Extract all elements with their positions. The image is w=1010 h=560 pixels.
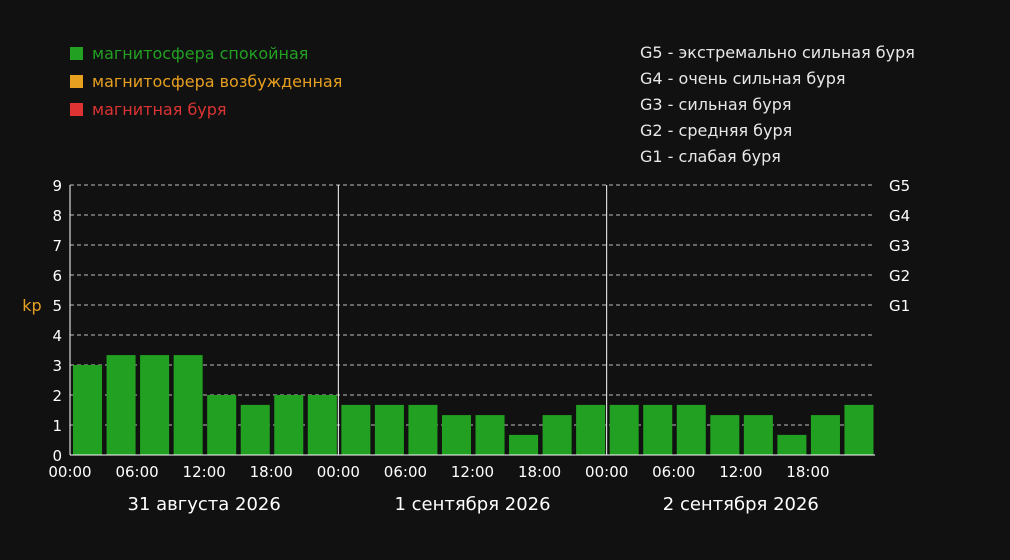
g-scale-g5: G5 - экстремально сильная буря — [640, 43, 915, 62]
kp-bar — [643, 404, 673, 455]
x-tick-label: 00:00 — [317, 463, 360, 481]
g-scale-g4: G4 - очень сильная буря — [640, 69, 846, 88]
kp-bar — [475, 415, 505, 455]
y-tick-label: 3 — [52, 357, 62, 375]
x-tick-label: 18:00 — [786, 463, 829, 481]
kp-bar — [676, 404, 706, 455]
legend-swatch-storm — [70, 103, 83, 116]
kp-bar — [777, 434, 807, 455]
legend-label-storm: магнитная буря — [92, 100, 227, 119]
g-scale-g1: G1 - слабая буря — [640, 147, 781, 166]
x-tick-label: 12:00 — [451, 463, 494, 481]
kp-bar — [710, 415, 740, 455]
x-tick-label: 06:00 — [115, 463, 158, 481]
kp-bar — [743, 415, 773, 455]
x-tick-label: 18:00 — [250, 463, 293, 481]
x-tick-label: 06:00 — [384, 463, 427, 481]
day-label: 31 августа 2026 — [128, 494, 281, 515]
kp-bar — [810, 415, 840, 455]
legend-item-storm: магнитная буря — [70, 100, 227, 119]
g-level-label: G3 — [889, 237, 910, 255]
kp-bar — [307, 395, 337, 455]
legend-item-excited: магнитосфера возбужденная — [70, 72, 342, 91]
legend-swatch-excited — [70, 75, 83, 88]
g-level-label: G4 — [889, 207, 910, 225]
kp-bar — [609, 404, 639, 455]
kp-bar — [576, 404, 606, 455]
y-tick-label: 5 — [52, 297, 62, 315]
kp-bar — [374, 404, 404, 455]
kp-bar — [408, 404, 438, 455]
x-tick-label: 00:00 — [48, 463, 91, 481]
x-tick-label: 12:00 — [719, 463, 762, 481]
legend-swatch-calm — [70, 47, 83, 60]
kp-bar — [140, 355, 170, 455]
kp-bar — [844, 404, 874, 455]
g-level-label: G2 — [889, 267, 910, 285]
y-tick-label: 0 — [52, 447, 62, 465]
kp-bar — [207, 395, 237, 455]
kp-bar — [274, 395, 304, 455]
x-tick-label: 18:00 — [518, 463, 561, 481]
g-level-label: G5 — [889, 177, 910, 195]
g-level-label: G1 — [889, 297, 910, 315]
y-tick-label: 4 — [52, 327, 62, 345]
y-tick-label: 8 — [52, 207, 62, 225]
legend-label-excited: магнитосфера возбужденная — [92, 72, 343, 91]
g-scale-g3: G3 - сильная буря — [640, 95, 792, 114]
day-label: 2 сентября 2026 — [663, 494, 819, 515]
y-tick-label: 9 — [52, 177, 62, 195]
y-tick-label: 1 — [52, 417, 62, 435]
g-scale-g2: G2 - средняя буря — [640, 121, 793, 140]
y-tick-label: 6 — [52, 267, 62, 285]
kp-bar — [106, 355, 136, 455]
kp-bar — [542, 415, 572, 455]
y-axis-label: kp — [22, 296, 41, 315]
kp-bar — [509, 434, 539, 455]
day-label: 1 сентября 2026 — [394, 494, 550, 515]
y-tick-label: 7 — [52, 237, 62, 255]
legend-item-calm: магнитосфера спокойная — [70, 44, 308, 63]
kp-bar — [173, 355, 203, 455]
y-tick-label: 2 — [52, 387, 62, 405]
kp-bar — [73, 365, 103, 455]
x-tick-label: 06:00 — [652, 463, 695, 481]
x-tick-label: 12:00 — [183, 463, 226, 481]
legend-label-calm: магнитосфера спокойная — [92, 44, 309, 63]
kp-bar — [441, 415, 471, 455]
x-tick-label: 00:00 — [585, 463, 628, 481]
kp-bar — [341, 404, 371, 455]
kp-bar — [240, 404, 270, 455]
